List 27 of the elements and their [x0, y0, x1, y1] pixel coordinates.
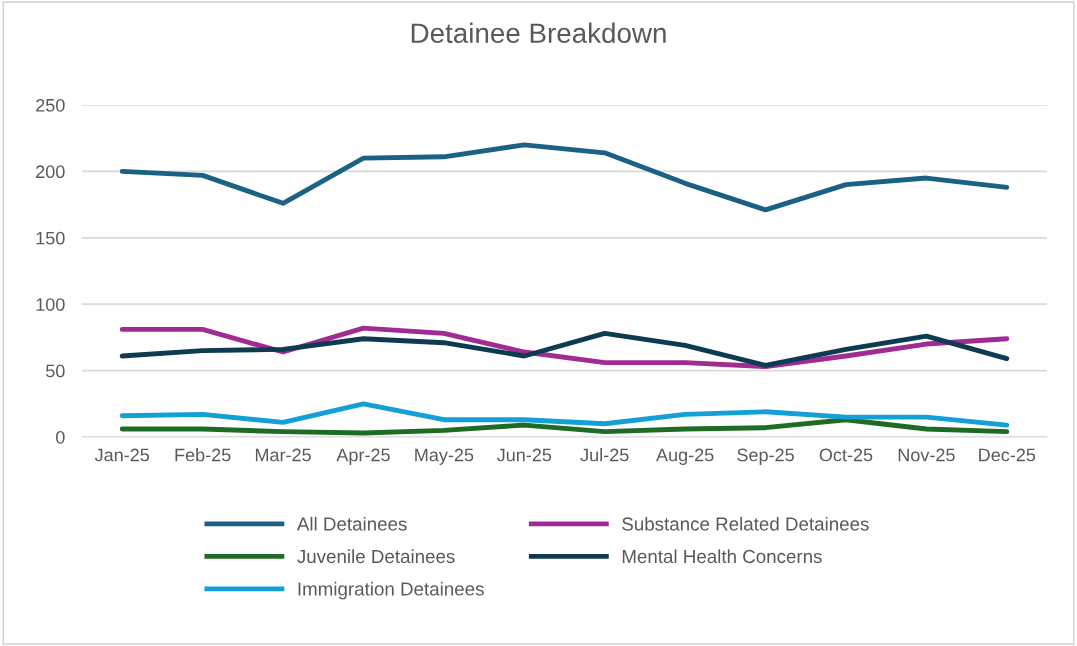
x-tick-label: Mar-25 [255, 448, 311, 462]
legend-label: Substance Related Detainees [622, 516, 869, 531]
y-tick-label: 0 [56, 430, 65, 444]
legend-label: Mental Health Concerns [622, 549, 822, 564]
line-series [119, 401, 1010, 428]
x-tick-label: Dec-25 [979, 448, 1036, 462]
x-tick-label: Oct-25 [819, 448, 873, 462]
x-tick-label: Feb-25 [175, 448, 231, 462]
x-tick-label: Apr-25 [336, 448, 390, 465]
x-tick-label: Nov-25 [898, 448, 955, 462]
legend-label: Juvenile Detainees [297, 549, 455, 564]
x-tick-label: May-25 [415, 448, 474, 465]
x-tick-label: Aug-25 [656, 448, 714, 465]
legend-label: All Detainees [296, 516, 407, 531]
y-tick-label: 250 [36, 98, 65, 112]
y-tick-label: 150 [36, 231, 65, 245]
y-tick-label: 100 [36, 298, 65, 311]
x-tick-label: Jun-25 [496, 448, 552, 462]
legend-label: Immigration Detainees [298, 581, 484, 600]
x-tick-label: Jul-25 [580, 448, 629, 462]
x-tick-label: Sep-25 [737, 448, 794, 465]
chart-title: Detainee Breakdown [411, 22, 666, 44]
y-tick-label: 50 [45, 364, 65, 378]
line-series [119, 417, 1010, 436]
y-tick-label: 200 [36, 165, 65, 179]
x-tick-label: Jan-25 [94, 448, 150, 462]
line-series [119, 142, 1010, 213]
